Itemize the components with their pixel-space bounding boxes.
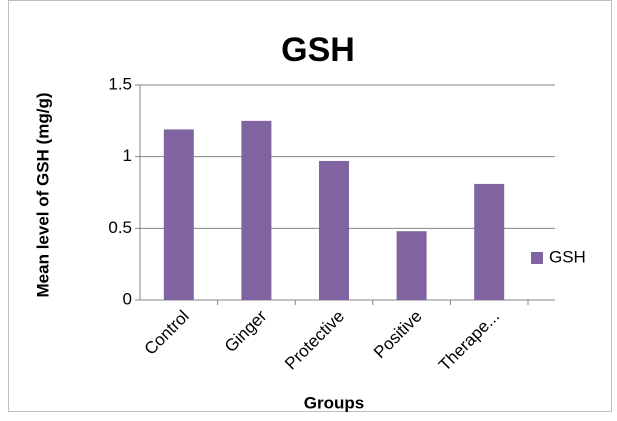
legend-label: GSH [549,247,586,266]
chart-title: GSH [281,31,355,69]
y-tick-label: 0 [123,289,132,308]
y-tick-label: 1 [123,146,132,165]
legend-swatch [531,252,543,264]
bar [241,120,272,300]
bar [319,160,349,300]
chart-frame [8,0,612,412]
y-tick-label: 0.5 [108,218,132,237]
bar [474,183,505,300]
bar [163,129,194,300]
bar [396,231,427,300]
x-axis-label: Groups [304,393,364,412]
y-tick-label: 1.5 [108,74,132,93]
y-axis-label: Mean level of GSH (mg/g) [33,93,52,298]
